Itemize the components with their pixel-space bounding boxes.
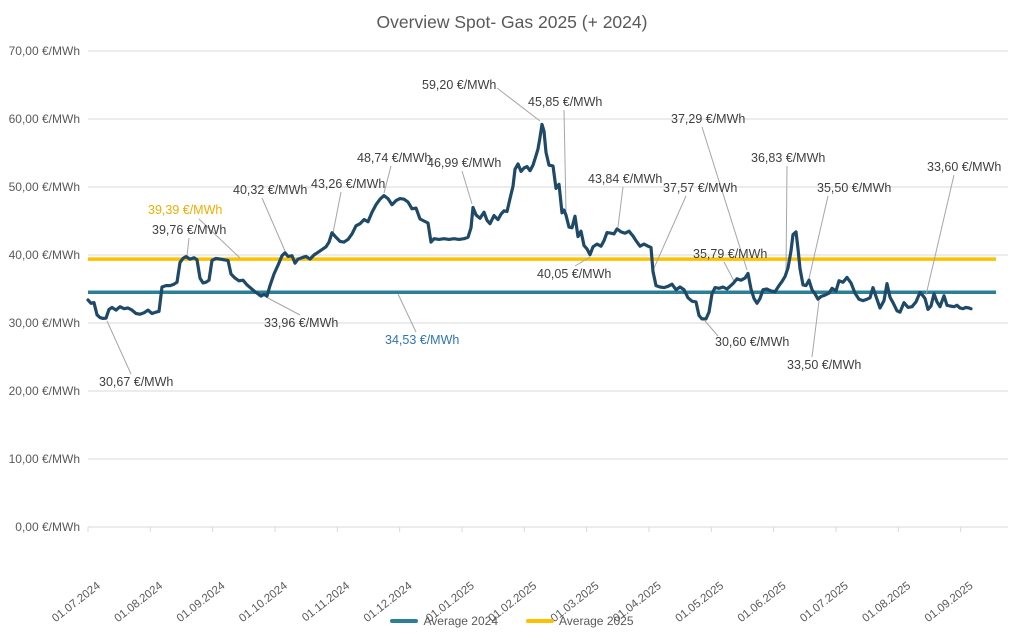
y-tick-label: 30,00 €/MWh xyxy=(9,316,80,330)
chart-legend: Average 2024 Average 2025 xyxy=(0,614,1024,628)
annotation-leader-line xyxy=(397,293,417,333)
legend-item-average-2025: Average 2025 xyxy=(526,614,634,628)
annotation-leader-line xyxy=(723,261,735,282)
annotation-leader-line xyxy=(461,170,473,205)
y-tick-label: 70,00 €/MWh xyxy=(9,44,80,58)
annotation-leader-line xyxy=(265,296,301,316)
annotation-leader-line xyxy=(186,237,190,257)
annotation-leader-line xyxy=(785,165,788,275)
legend-label-average-2025: Average 2025 xyxy=(559,614,634,628)
annotation-leader-line xyxy=(563,109,567,212)
annotation-leader-line xyxy=(617,186,624,228)
annotation-leader-line xyxy=(261,197,286,252)
legend-label-average-2024: Average 2024 xyxy=(423,614,498,628)
average-2025-line-swatch xyxy=(526,619,554,623)
annotation-leader-line xyxy=(807,195,829,284)
annotation-leader-line xyxy=(383,165,392,194)
annotation-leader-line xyxy=(811,300,820,358)
y-tick-label: 0,00 €/MWh xyxy=(15,520,80,534)
annotation-leader-line xyxy=(496,87,541,122)
chart-title: Overview Spot- Gas 2025 (+ 2024) xyxy=(376,12,648,32)
annotation-leader-line xyxy=(332,191,342,234)
annotation-leader-line xyxy=(925,174,955,296)
y-tick-label: 60,00 €/MWh xyxy=(9,112,80,126)
legend-item-average-2024: Average 2024 xyxy=(390,614,498,628)
annotation-leader-line xyxy=(198,218,241,259)
annotation-leader-line xyxy=(106,320,132,375)
y-tick-label: 50,00 €/MWh xyxy=(9,180,80,194)
y-tick-label: 20,00 €/MWh xyxy=(9,384,80,398)
average-2024-line-swatch xyxy=(390,619,419,623)
annotation-leader-line xyxy=(574,256,591,267)
annotation-leader-line xyxy=(701,126,748,271)
spot-price-series xyxy=(86,122,973,321)
annotation-leader-line xyxy=(653,195,687,269)
y-tick-label: 10,00 €/MWh xyxy=(9,452,80,466)
y-tick-label: 40,00 €/MWh xyxy=(9,248,80,262)
annotation-leader-line xyxy=(704,320,719,337)
